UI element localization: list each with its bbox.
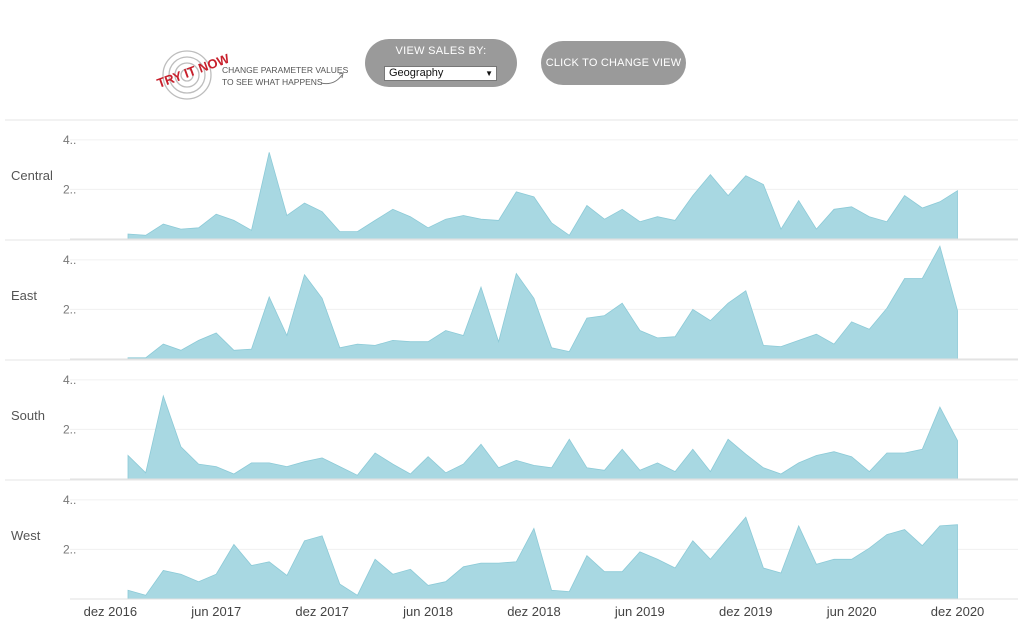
panel-west: 2.. 4.. West (5, 479, 1018, 600)
y-tick-label: 4.. (63, 133, 76, 147)
area-series-west (127, 516, 958, 600)
x-tick-label: dez 2019 (719, 604, 773, 619)
area-series-central (127, 152, 958, 240)
y-tick-label: 4.. (63, 253, 76, 267)
area-series-south (127, 394, 958, 480)
chevron-down-icon: ▼ (485, 69, 493, 78)
sales-area-chart: 2.. 4.. Central 2.. 4.. East 2.. 4.. South 2.. 4..… (5, 119, 1018, 619)
y-tick-label: 2.. (63, 422, 76, 436)
hint-line-1: CHANGE PARAMETER VALUES (222, 65, 349, 75)
arrow-icon (320, 74, 343, 85)
area-series-east (127, 245, 958, 360)
dropdown-value: Geography (389, 67, 444, 79)
x-tick-label: dez 2018 (507, 604, 561, 619)
panel-east: 2.. 4.. East (5, 239, 1018, 360)
x-tick-label: jun 2020 (826, 604, 877, 619)
view-sales-by-dropdown[interactable]: Geography ▼ (384, 66, 497, 81)
try-it-now-badge: TRY IT NOW CHANGE PARAMETER VALUES TO SE… (156, 50, 349, 100)
x-tick-label: jun 2019 (614, 604, 665, 619)
region-label: South (11, 408, 45, 423)
parameter-title: VIEW SALES BY: (395, 45, 487, 57)
panel-south: 2.. 4.. South (5, 359, 1018, 480)
region-label: East (11, 288, 37, 303)
view-sales-by-parameter: VIEW SALES BY: Geography ▼ (365, 39, 517, 87)
arrow-head-icon (338, 72, 344, 79)
target-icon (162, 50, 212, 100)
x-tick-label: dez 2017 (295, 604, 349, 619)
y-tick-label: 4.. (63, 373, 76, 387)
x-tick-label: jun 2018 (402, 604, 453, 619)
x-tick-label: dez 2016 (84, 604, 138, 619)
panel-central: 2.. 4.. Central (5, 119, 1018, 240)
region-label: West (11, 528, 41, 543)
region-label: Central (11, 168, 53, 183)
change-view-button[interactable]: CLICK TO CHANGE VIEW (541, 41, 686, 85)
x-axis: dez 2016 jun 2017 dez 2017 jun 2018 dez 2018… (84, 604, 985, 619)
y-tick-label: 2.. (63, 302, 76, 316)
y-tick-label: 2.. (63, 182, 76, 196)
x-tick-label: dez 2020 (931, 604, 985, 619)
hint-line-2: TO SEE WHAT HAPPENS (222, 77, 323, 87)
x-tick-label: jun 2017 (190, 604, 241, 619)
y-tick-label: 2.. (63, 542, 76, 556)
y-tick-label: 4.. (63, 493, 76, 507)
